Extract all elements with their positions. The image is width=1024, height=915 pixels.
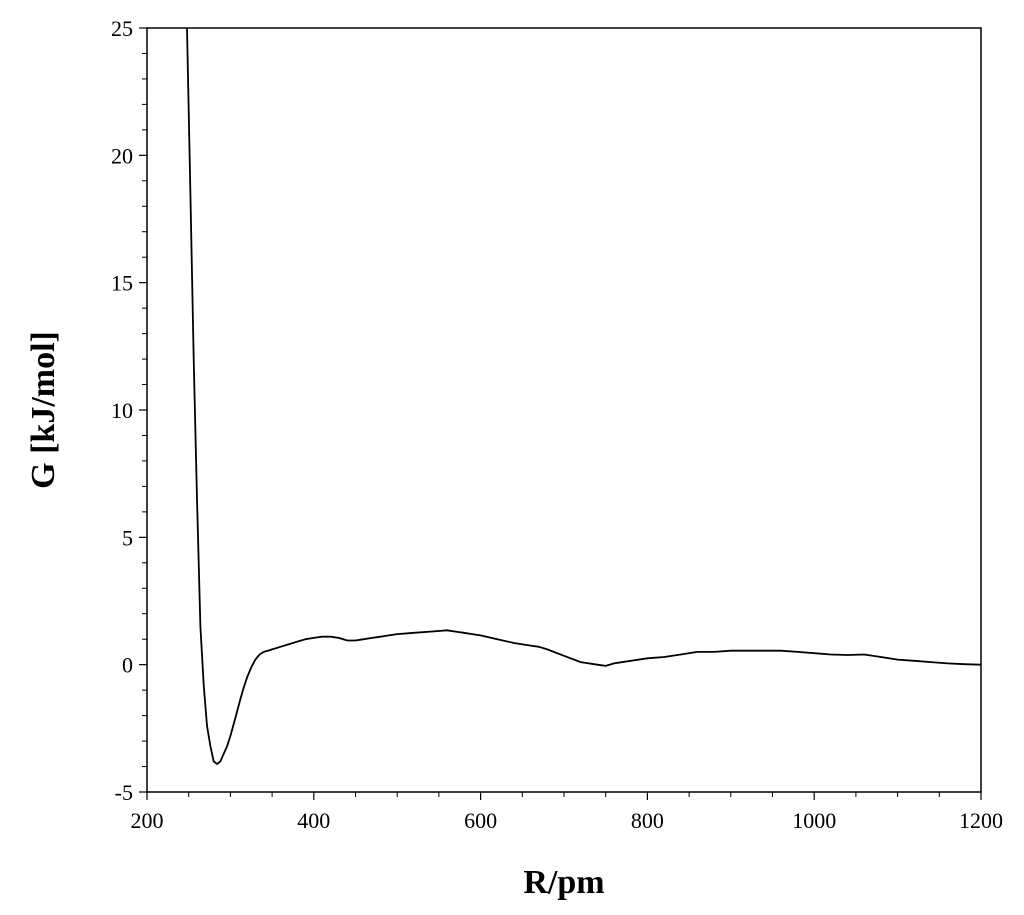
x-tick-label: 600 <box>464 808 497 833</box>
y-tick-label: 5 <box>122 525 133 550</box>
y-tick-label: 0 <box>122 653 133 678</box>
y-tick-label: 20 <box>111 143 133 168</box>
free-energy-curve <box>186 27 982 765</box>
y-tick-label: -5 <box>115 780 133 805</box>
plot-frame <box>146 27 982 793</box>
x-tick-label: 400 <box>297 808 330 833</box>
y-axis-title: G [kJ/mol] <box>25 331 62 489</box>
x-tick-label: 800 <box>631 808 664 833</box>
y-tick-label: 15 <box>111 271 133 296</box>
y-tick-label: 10 <box>111 398 133 423</box>
y-axis-ticks: -5 0 5 10 15 20 25 <box>111 16 147 805</box>
x-axis-ticks: 200 400 600 800 1000 1200 <box>131 792 1003 833</box>
x-tick-label: 200 <box>131 808 164 833</box>
x-tick-label: 1200 <box>959 808 1003 833</box>
x-tick-label: 1000 <box>792 808 836 833</box>
x-axis-title: R/pm <box>523 864 604 901</box>
y-tick-label: 25 <box>111 16 133 41</box>
